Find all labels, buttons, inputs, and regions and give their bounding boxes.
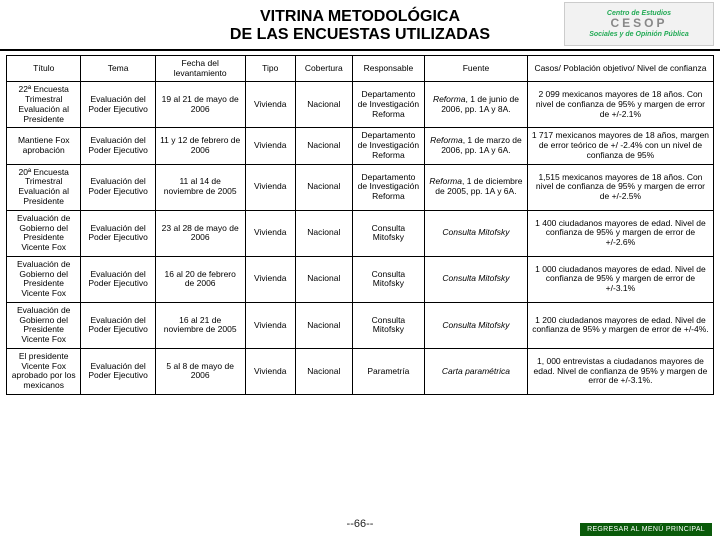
- cell-responsable: Departamento de Investigación Reforma: [352, 128, 424, 164]
- cell-tema: Evaluación del Poder Ejecutivo: [81, 164, 155, 210]
- cell-responsable: Consulta Mitofsky: [352, 302, 424, 348]
- cell-titulo: El presidente Vicente Fox aprobado por l…: [7, 348, 81, 394]
- cell-cobertura: Nacional: [295, 302, 352, 348]
- cell-casos: 1 400 ciudadanos mayores de edad. Nivel …: [527, 210, 713, 256]
- col-titulo: Título: [7, 55, 81, 82]
- col-responsable: Responsable: [352, 55, 424, 82]
- cell-casos: 2 099 mexicanos mayores de 18 años. Con …: [527, 82, 713, 128]
- fuente-name: Consulta Mitofsky: [442, 320, 509, 330]
- cell-cobertura: Nacional: [295, 82, 352, 128]
- fuente-name: Reforma: [433, 94, 466, 104]
- footer: --66-- REGRESAR AL MENÚ PRINCIPAL: [0, 518, 720, 536]
- table-row: El presidente Vicente Fox aprobado por l…: [7, 348, 714, 394]
- cell-tema: Evaluación del Poder Ejecutivo: [81, 128, 155, 164]
- cell-responsable: Departamento de Investigación Reforma: [352, 164, 424, 210]
- cell-fuente: Consulta Mitofsky: [425, 210, 528, 256]
- logo-mid: CESOP: [567, 17, 711, 30]
- col-fuente: Fuente: [425, 55, 528, 82]
- cell-tema: Evaluación del Poder Ejecutivo: [81, 302, 155, 348]
- col-casos: Casos/ Población objetivo/ Nivel de conf…: [527, 55, 713, 82]
- col-tipo: Tipo: [245, 55, 295, 82]
- cell-tipo: Vivienda: [245, 256, 295, 302]
- table-row: Evaluación de Gobierno del Presidente Vi…: [7, 302, 714, 348]
- cell-tipo: Vivienda: [245, 164, 295, 210]
- cell-cobertura: Nacional: [295, 348, 352, 394]
- cell-titulo: Mantiene Fox aprobación: [7, 128, 81, 164]
- table-row: 20ª Encuesta Trimestral Evaluación al Pr…: [7, 164, 714, 210]
- cell-responsable: Consulta Mitofsky: [352, 210, 424, 256]
- table-header-row: Título Tema Fecha del levantamiento Tipo…: [7, 55, 714, 82]
- cell-fuente: Carta paramétrica: [425, 348, 528, 394]
- cell-casos: 1,515 mexicanos mayores de 18 años. Con …: [527, 164, 713, 210]
- cell-tipo: Vivienda: [245, 82, 295, 128]
- back-to-menu-button[interactable]: REGRESAR AL MENÚ PRINCIPAL: [580, 523, 712, 536]
- cell-tipo: Vivienda: [245, 210, 295, 256]
- cell-casos: 1 717 mexicanos mayores de 18 años, marg…: [527, 128, 713, 164]
- cell-fecha: 23 al 28 de mayo de 2006: [155, 210, 245, 256]
- cell-tema: Evaluación del Poder Ejecutivo: [81, 348, 155, 394]
- fuente-name: Reforma: [430, 135, 463, 145]
- cell-titulo: Evaluación de Gobierno del Presidente Vi…: [7, 256, 81, 302]
- cell-fuente: Consulta Mitofsky: [425, 256, 528, 302]
- table-row: 22ª Encuesta Trimestral Evaluación al Pr…: [7, 82, 714, 128]
- table-row: Evaluación de Gobierno del Presidente Vi…: [7, 256, 714, 302]
- cell-fecha: 11 al 14 de noviembre de 2005: [155, 164, 245, 210]
- table-row: Mantiene Fox aprobaciónEvaluación del Po…: [7, 128, 714, 164]
- fuente-name: Consulta Mitofsky: [442, 273, 509, 283]
- cell-fecha: 16 al 20 de febrero de 2006: [155, 256, 245, 302]
- cell-tipo: Vivienda: [245, 348, 295, 394]
- cell-responsable: Consulta Mitofsky: [352, 256, 424, 302]
- col-tema: Tema: [81, 55, 155, 82]
- cell-casos: 1, 000 entrevistas a ciudadanos mayores …: [527, 348, 713, 394]
- cell-cobertura: Nacional: [295, 210, 352, 256]
- cell-fecha: 5 al 8 de mayo de 2006: [155, 348, 245, 394]
- methodology-table: Título Tema Fecha del levantamiento Tipo…: [6, 55, 714, 395]
- page-number: --66--: [347, 518, 374, 530]
- fuente-name: Consulta Mitofsky: [442, 227, 509, 237]
- cell-cobertura: Nacional: [295, 256, 352, 302]
- cell-titulo: 22ª Encuesta Trimestral Evaluación al Pr…: [7, 82, 81, 128]
- logo-bot: Sociales y de Opinión Pública: [567, 31, 711, 39]
- table-row: Evaluación de Gobierno del Presidente Vi…: [7, 210, 714, 256]
- title-line-2: DE LAS ENCUESTAS UTILIZADAS: [230, 26, 490, 43]
- cell-fecha: 19 al 21 de mayo de 2006: [155, 82, 245, 128]
- cell-tipo: Vivienda: [245, 128, 295, 164]
- cell-tema: Evaluación del Poder Ejecutivo: [81, 82, 155, 128]
- divider: [0, 49, 720, 51]
- brand-logo: Centro de Estudios CESOP Sociales y de O…: [564, 2, 714, 46]
- fuente-name: Carta paramétrica: [442, 366, 510, 376]
- cell-tipo: Vivienda: [245, 302, 295, 348]
- cell-tema: Evaluación del Poder Ejecutivo: [81, 210, 155, 256]
- cell-fecha: 11 y 12 de febrero de 2006: [155, 128, 245, 164]
- cell-responsable: Parametría: [352, 348, 424, 394]
- cell-fuente: Reforma, 1 de junio de 2006, pp. 1A y 8A…: [425, 82, 528, 128]
- cell-fecha: 16 al 21 de noviembre de 2005: [155, 302, 245, 348]
- cell-fuente: Reforma, 1 de marzo de 2006, pp. 1A y 6A…: [425, 128, 528, 164]
- cell-casos: 1 200 ciudadanos mayores de edad. Nivel …: [527, 302, 713, 348]
- cell-cobertura: Nacional: [295, 164, 352, 210]
- col-fecha: Fecha del levantamiento: [155, 55, 245, 82]
- cell-titulo: 20ª Encuesta Trimestral Evaluación al Pr…: [7, 164, 81, 210]
- cell-titulo: Evaluación de Gobierno del Presidente Vi…: [7, 210, 81, 256]
- cell-casos: 1 000 ciudadanos mayores de edad. Nivel …: [527, 256, 713, 302]
- cell-cobertura: Nacional: [295, 128, 352, 164]
- cell-fuente: Reforma, 1 de diciembre de 2005, pp. 1A …: [425, 164, 528, 210]
- title-line-1: VITRINA METODOLÓGICA: [260, 8, 460, 25]
- col-cobertura: Cobertura: [295, 55, 352, 82]
- cell-titulo: Evaluación de Gobierno del Presidente Vi…: [7, 302, 81, 348]
- cell-tema: Evaluación del Poder Ejecutivo: [81, 256, 155, 302]
- fuente-name: Reforma: [429, 176, 462, 186]
- cell-fuente: Consulta Mitofsky: [425, 302, 528, 348]
- cell-responsable: Departamento de Investigación Reforma: [352, 82, 424, 128]
